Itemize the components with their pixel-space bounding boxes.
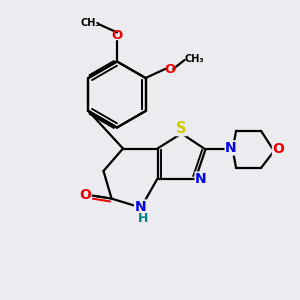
Text: O: O (272, 142, 284, 156)
Text: S: S (176, 121, 186, 136)
Text: CH₃: CH₃ (80, 17, 100, 28)
Text: N: N (195, 172, 207, 186)
Text: H: H (138, 212, 148, 225)
Text: O: O (165, 62, 176, 76)
Text: CH₃: CH₃ (184, 54, 204, 64)
Text: O: O (111, 28, 123, 42)
Text: N: N (225, 141, 237, 155)
Text: O: O (80, 188, 92, 202)
Text: N: N (135, 200, 146, 214)
